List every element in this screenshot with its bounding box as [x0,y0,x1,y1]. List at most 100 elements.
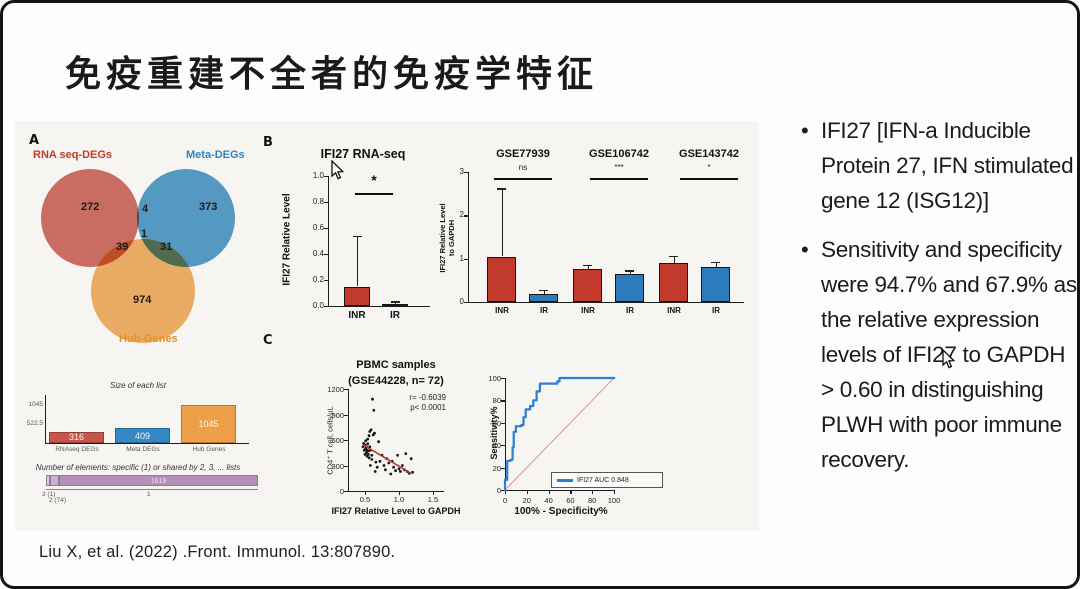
x-tick [365,491,367,495]
y-tick-label: 300 [331,461,344,471]
x-category-label: INR [581,306,595,315]
y-tick [324,280,328,282]
elements-chart-title: Number of elements: specific (1) or shar… [35,463,241,472]
gse-x-axis [468,302,744,304]
venn-count-all: 1 [141,228,148,240]
y-tick-label: 60 [492,418,501,428]
roc-x-axis [505,490,615,492]
venn-circle-rnaseq [41,169,139,267]
bullet-text-1: IFI27 [IFN-a Inducible Protein 27, IFN s… [821,118,1074,213]
y-tick [464,172,468,174]
y-tick [344,465,348,467]
y-tick [324,306,328,308]
panel-a-label: A [29,133,40,148]
size-bar: 1045 [181,405,236,443]
y-tick-label: 0.0 [312,301,324,310]
y-tick-label: 1 [459,253,464,263]
ifi27-y-axis-label: IFI27 Relative Level [281,193,293,286]
y-tick [344,414,348,416]
y-tick-label: 0 [339,487,344,496]
venn-count-hub-only: 974 [133,294,152,306]
y-tick-label: 522.5 [26,420,43,427]
x-tick-label: 20 [522,496,531,505]
significance-line [494,178,552,180]
y-tick-label: 20 [492,463,501,473]
x-tick [548,490,550,494]
y-tick [501,422,505,424]
strip-segment [50,475,59,486]
venn-count-rna-meta: 4 [142,203,149,215]
significance-text: *** [614,163,624,172]
size-bar: 316 [49,431,104,443]
venn-label-rnaseq: RNA seq-DEGs [33,149,113,161]
error-bar [357,235,359,287]
scatter-r-value: r= -0.6039 [409,393,446,402]
y-tick-label: 2 [459,210,464,220]
x-tick-label: 100 [607,496,621,505]
roc-legend-label: IFI27 AUC 0.848 [577,476,629,484]
scatter-y-axis [348,389,350,491]
ifi27-y-axis [328,176,330,306]
y-tick-label: 100 [488,374,501,383]
bullet-dot: • [801,237,809,262]
scatter-title: PBMC samples [356,359,436,371]
y-tick-label: 80 [492,396,501,406]
venn-count-rna-hub: 39 [116,241,129,253]
y-tick-label: 600 [331,436,344,445]
y-tick [501,467,505,469]
significance-line [680,178,738,180]
data-bar [573,269,602,302]
x-category-label: IR [626,306,634,315]
scatter-x-axis-label: IFI27 Relative Level to GAPDH [331,506,461,516]
size-chart-y-axis [45,395,47,443]
y-tick [501,490,505,492]
data-bar [529,294,558,302]
citation: Liu X, et al. (2022) .Front. Immunol. 13… [39,543,396,561]
y-tick-label: 3 [459,167,464,176]
venn-label-hub: Hub-Genes [119,333,178,345]
ifi27-x-axis [328,306,430,308]
bullet-text-2: Sensitivity and specificity were 94.7% a… [821,237,1077,472]
x-tick [614,490,616,494]
y-tick [501,378,505,380]
significance-star: * [371,172,377,188]
error-bar [673,255,675,263]
x-category-label: Meta DEGs [126,446,160,453]
y-tick-label: 1.0 [312,171,324,180]
strip-tick-label: 2 (74) [49,497,66,504]
error-cap [583,265,592,267]
y-tick [344,389,348,391]
panel-c-label: C [263,333,273,348]
strip-segment [46,475,50,486]
strip-segment: 1619 [59,475,258,486]
scatter-x-axis [348,491,444,493]
gse-y-axis [468,172,470,302]
significance-line [355,193,393,195]
significance-text: * [707,163,711,172]
y-tick-label: 40 [492,441,501,451]
error-cap [352,235,362,237]
gse-group-title: GSE106742 [589,148,649,160]
y-tick [344,491,348,493]
y-tick [501,445,505,447]
mouse-cursor-icon [942,349,956,369]
venn-count-rna-only: 272 [81,201,100,213]
x-tick [505,490,507,494]
x-tick-label: 1.0 [393,495,405,504]
venn-label-meta: Meta-DEGs [186,149,245,161]
venn-circle-hub [91,239,195,343]
roc-chart: Sensitivity% IFI27 AUC 0.848 100% - Spec… [481,358,691,523]
significance-text: ns [518,163,528,172]
size-chart-title: Size of each list [109,381,167,390]
x-tick-label: 60 [566,496,575,505]
y-tick-label: 900 [331,410,344,420]
size-chart-x-axis [45,443,249,445]
x-category-label: IR [540,306,548,315]
y-tick [464,258,468,260]
gse-group-title: GSE77939 [496,148,550,160]
panel-b-label: B [263,135,273,150]
x-category-label: RNAseq DEGs [55,446,99,453]
roc-curve [503,376,616,492]
error-bar [543,289,545,295]
